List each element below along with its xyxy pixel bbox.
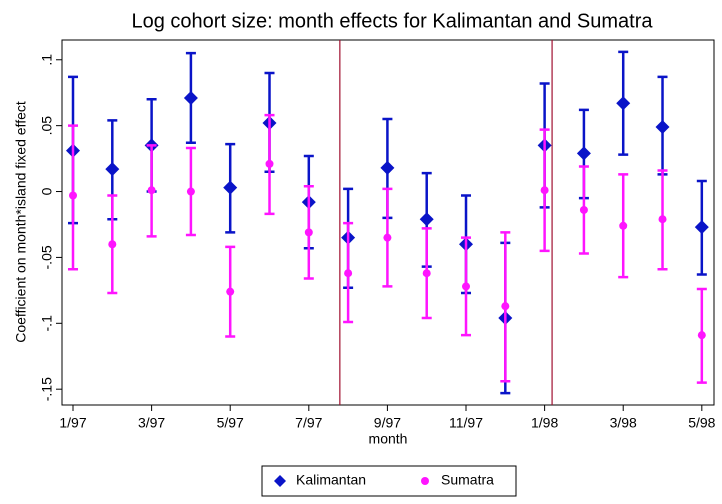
legend-label: Kalimantan <box>296 472 366 488</box>
circle-marker <box>226 287 235 296</box>
x-tick-label: 1/97 <box>59 415 86 431</box>
y-tick-label: -.05 <box>39 245 55 269</box>
diamond-marker <box>183 90 198 105</box>
circle-marker <box>619 221 628 230</box>
diamond-marker <box>694 220 709 235</box>
legend-marker <box>274 475 286 487</box>
circle-marker <box>462 282 471 291</box>
x-tick-label: 9/97 <box>374 415 401 431</box>
legend-marker <box>421 477 429 485</box>
y-tick-label: -.1 <box>39 315 55 332</box>
diamond-marker <box>616 96 631 111</box>
circle-marker <box>579 205 588 214</box>
y-tick-label: 0 <box>39 187 55 195</box>
y-tick-label: .1 <box>39 54 55 66</box>
x-tick-label: 3/98 <box>610 415 637 431</box>
plot-frame <box>61 39 715 406</box>
diamond-marker <box>105 162 120 177</box>
x-tick-label: 1/98 <box>531 415 558 431</box>
circle-marker <box>501 302 510 311</box>
circle-marker <box>658 215 667 224</box>
diamond-marker <box>380 160 395 175</box>
circle-marker <box>304 228 313 237</box>
circle-marker <box>69 191 78 200</box>
diamond-marker <box>419 212 434 227</box>
x-tick-label: 5/97 <box>217 415 244 431</box>
circle-marker <box>697 331 706 340</box>
circle-marker <box>540 186 549 195</box>
circle-marker <box>422 269 431 278</box>
x-tick-label: 3/97 <box>138 415 165 431</box>
y-tick-label: -.15 <box>39 377 55 401</box>
circle-marker <box>344 269 353 278</box>
diamond-marker <box>576 146 591 161</box>
circle-marker <box>265 159 274 168</box>
x-tick-label: 7/97 <box>295 415 322 431</box>
x-axis-label: month <box>369 431 408 447</box>
legend-label: Sumatra <box>441 472 494 488</box>
chart-title: Log cohort size: month effects for Kalim… <box>131 10 653 32</box>
circle-marker <box>186 187 195 196</box>
x-tick-label: 5/98 <box>688 415 715 431</box>
circle-marker <box>147 186 156 195</box>
circle-marker <box>108 240 117 249</box>
y-axis-label: Coefficient on month*island fixed effect <box>13 101 29 343</box>
circle-marker <box>383 233 392 242</box>
diamond-marker <box>223 180 238 195</box>
diamond-marker <box>655 119 670 134</box>
y-tick-label: .05 <box>39 116 55 136</box>
x-tick-label: 11/97 <box>449 415 483 431</box>
legend-box <box>261 465 517 497</box>
